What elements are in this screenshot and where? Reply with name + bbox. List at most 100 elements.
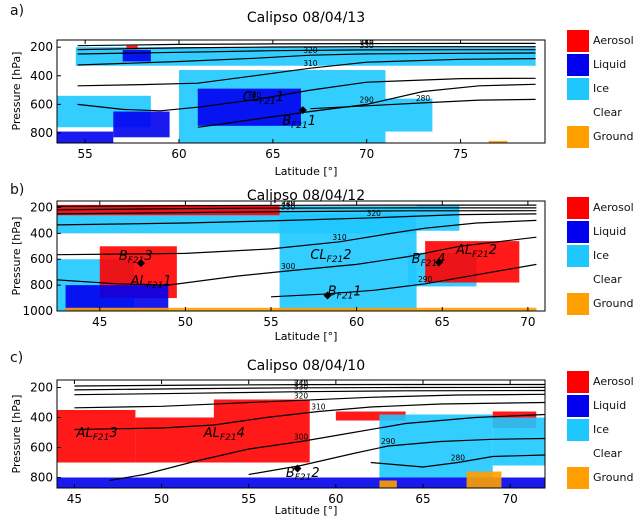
feature-label: CLF211 bbox=[243, 90, 284, 107]
legend-ice: Ice bbox=[567, 245, 641, 269]
y-tick-label: 600 bbox=[30, 252, 53, 266]
legend-a: Aerosol Liquid Ice Clear Ground bbox=[567, 30, 641, 150]
chart-title: Calipso 08/04/13 bbox=[247, 10, 365, 26]
legend-swatch-liquid bbox=[567, 54, 589, 76]
isentrope-label: 320 bbox=[367, 209, 382, 218]
legend-swatch-liquid bbox=[567, 221, 589, 243]
region-ice bbox=[379, 414, 493, 478]
isentrope-label: 350 bbox=[294, 376, 309, 385]
legend-swatch-clear bbox=[567, 443, 589, 465]
plot-frame bbox=[56, 39, 546, 144]
region-liquid bbox=[57, 131, 114, 143]
x-tick-label: 50 bbox=[178, 315, 193, 329]
isentrope-label: 310 bbox=[311, 403, 326, 412]
event-marker bbox=[293, 464, 302, 473]
isentrope-350 bbox=[74, 383, 545, 387]
x-tick-label: 60 bbox=[328, 492, 343, 506]
legend-aerosol: Aerosol bbox=[567, 371, 641, 395]
y-tick-label: 200 bbox=[30, 381, 53, 395]
x-tick-label: 60 bbox=[349, 315, 364, 329]
y-axis-label: Pressure [hPa] bbox=[10, 52, 23, 131]
region-aerosol bbox=[213, 399, 310, 418]
legend-label-ice: Ice bbox=[593, 423, 610, 436]
isentrope-label: 300 bbox=[247, 91, 262, 100]
isentrope-280 bbox=[370, 454, 545, 468]
isentrope-320 bbox=[74, 393, 545, 409]
x-tick-label: 45 bbox=[67, 492, 82, 506]
y-tick-label: 600 bbox=[30, 441, 53, 455]
region-ground bbox=[466, 471, 502, 488]
legend-label-ice: Ice bbox=[593, 249, 610, 262]
y-tick-label: 200 bbox=[30, 200, 53, 214]
isentrope-330 bbox=[77, 49, 536, 55]
region-liquid bbox=[65, 285, 169, 311]
legend-label-ice: Ice bbox=[593, 82, 610, 95]
feature-label: BF212 bbox=[286, 466, 320, 483]
isentrope-280 bbox=[310, 98, 536, 110]
isentrope-label: 330 bbox=[281, 203, 296, 212]
legend-label-clear: Clear bbox=[593, 447, 622, 460]
x-tick-label: 65 bbox=[265, 147, 280, 161]
chart-title: Calipso 08/04/10 bbox=[247, 358, 365, 374]
isentrope-350 bbox=[57, 204, 537, 207]
y-tick-label: 400 bbox=[30, 69, 53, 83]
legend-liquid: Liquid bbox=[567, 221, 641, 245]
y-axis-label: Pressure [hPa] bbox=[10, 395, 23, 474]
isentrope-label: 310 bbox=[332, 233, 347, 242]
isentrope-310 bbox=[74, 401, 545, 431]
isentrope-320 bbox=[57, 213, 537, 226]
legend-liquid: Liquid bbox=[567, 395, 641, 419]
legend-swatch-ground bbox=[567, 126, 589, 148]
legend-label-aerosol: Aerosol bbox=[593, 34, 634, 47]
y-tick-label: 600 bbox=[30, 97, 53, 111]
classification-layer bbox=[57, 399, 545, 488]
legend-label-aerosol: Aerosol bbox=[593, 375, 634, 388]
legend-label-ground: Ground bbox=[593, 471, 634, 484]
legend-label-liquid: Liquid bbox=[593, 58, 627, 71]
isentrope-340 bbox=[77, 46, 536, 51]
feature-label: ALF211 bbox=[130, 274, 172, 291]
x-tick-label: 45 bbox=[92, 315, 107, 329]
isentrope-300 bbox=[77, 77, 536, 112]
x-tick-label: 75 bbox=[453, 147, 468, 161]
legend-aerosol: Aerosol bbox=[567, 197, 641, 221]
isentrope-label: 290 bbox=[381, 437, 396, 446]
legend-swatch-clear bbox=[567, 269, 589, 291]
isentrope-290 bbox=[248, 437, 545, 476]
isentrope-320 bbox=[77, 52, 536, 66]
isentrope-label: 320 bbox=[294, 391, 309, 400]
y-tick-label: 200 bbox=[30, 40, 53, 54]
y-tick-label: 400 bbox=[30, 226, 53, 240]
legend-swatch-ground bbox=[567, 293, 589, 315]
x-tick-label: 60 bbox=[171, 147, 186, 161]
isentrope-label: 340 bbox=[281, 199, 296, 208]
y-tick-label: 1000 bbox=[22, 304, 53, 318]
isentrope-label: 330 bbox=[294, 383, 309, 392]
x-tick-label: 65 bbox=[415, 492, 430, 506]
isentrope-330 bbox=[74, 389, 545, 396]
legend-label-clear: Clear bbox=[593, 273, 622, 286]
y-tick-label: 800 bbox=[30, 278, 53, 292]
legend-swatch-ice bbox=[567, 245, 589, 267]
legend-ground: Ground bbox=[567, 467, 641, 491]
isentrope-330 bbox=[57, 210, 537, 215]
legend-swatch-aerosol bbox=[567, 30, 589, 52]
isentrope-label: 330 bbox=[360, 41, 375, 50]
legend-b: Aerosol Liquid Ice Clear Ground bbox=[567, 197, 641, 317]
isentrope-340 bbox=[74, 386, 545, 391]
legend-label-aerosol: Aerosol bbox=[593, 201, 634, 214]
legend-clear: Clear bbox=[567, 269, 641, 293]
isentrope-label: 290 bbox=[418, 275, 433, 284]
feature-label: CLF212 bbox=[310, 248, 351, 265]
region-ground bbox=[379, 480, 397, 488]
legend-clear: Clear bbox=[567, 443, 641, 467]
feature-label: BF211 bbox=[328, 284, 362, 301]
legend-ground: Ground bbox=[567, 293, 641, 317]
isentrope-300 bbox=[57, 236, 537, 286]
isentrope-label: 310 bbox=[303, 59, 318, 68]
chart-title: Calipso 08/04/12 bbox=[247, 188, 365, 204]
